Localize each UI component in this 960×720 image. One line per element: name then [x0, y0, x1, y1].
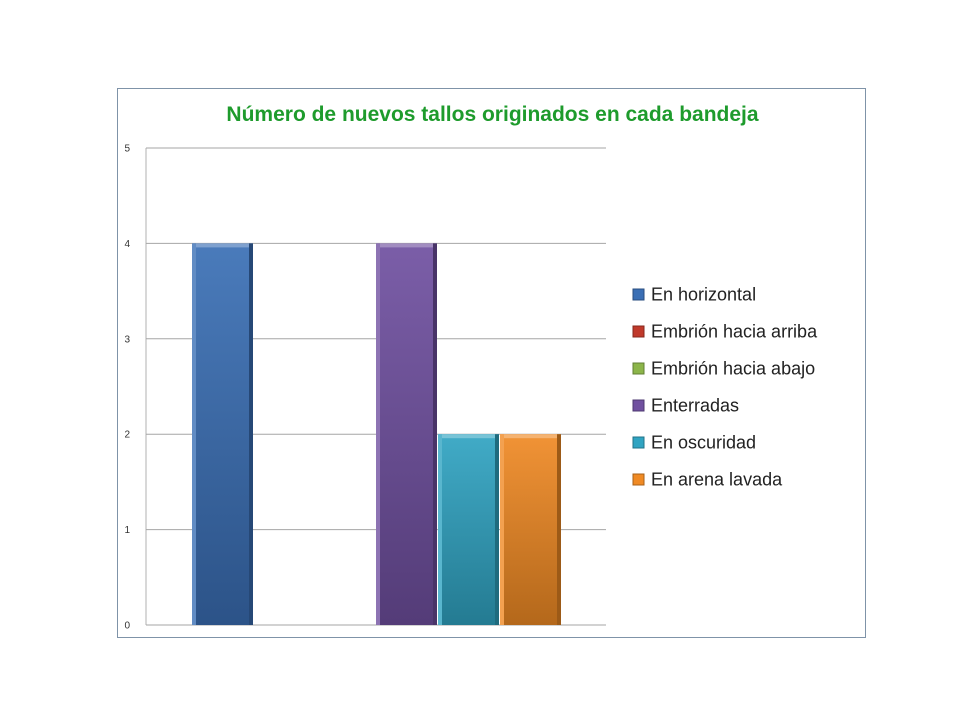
- bar-bevel-top: [376, 243, 437, 248]
- bar-bevel-right: [557, 434, 561, 625]
- legend-swatch: [632, 399, 645, 412]
- y-tick-label: 1: [124, 525, 130, 536]
- bar-bevel-left: [438, 434, 442, 625]
- bar-bevel-left: [500, 434, 504, 625]
- legend-label: En horizontal: [651, 285, 756, 305]
- bar-bevel-top: [500, 434, 561, 439]
- bar-1: [192, 243, 253, 625]
- bar-6: [500, 434, 561, 625]
- chart-title: Número de nuevos tallos originados en ca…: [226, 103, 759, 126]
- y-tick-label: 4: [124, 239, 130, 250]
- bar-bevel-right: [433, 243, 437, 625]
- legend-swatch: [632, 325, 645, 338]
- legend-label: Embrión hacia abajo: [651, 359, 815, 379]
- legend-swatch: [632, 436, 645, 449]
- bar-bevel-left: [192, 243, 196, 625]
- legend-label: Embrión hacia arriba: [651, 322, 818, 342]
- legend-label: En oscuridad: [651, 433, 756, 453]
- bar-bevel-top: [192, 243, 253, 248]
- chart-frame: Número de nuevos tallos originados en ca…: [117, 88, 866, 638]
- y-tick-label: 5: [124, 144, 130, 155]
- bar-bevel-left: [376, 243, 380, 625]
- y-tick-label: 2: [124, 430, 130, 441]
- legend-swatch: [632, 362, 645, 375]
- y-tick-label: 0: [124, 621, 130, 632]
- y-tick-label: 3: [124, 334, 130, 345]
- legend-swatch: [632, 288, 645, 301]
- bar-4: [376, 243, 437, 625]
- legend-label: En arena lavada: [651, 470, 783, 490]
- legend-label: Enterradas: [651, 396, 739, 416]
- bar-bevel-right: [495, 434, 499, 625]
- bar-bevel-right: [249, 243, 253, 625]
- bar-bevel-top: [438, 434, 499, 439]
- bar-chart: 0 1 2 3 4 5 En horizontal Embrión hacia arriba E…: [124, 144, 818, 632]
- legend-swatch: [632, 473, 645, 486]
- bar-5: [438, 434, 499, 625]
